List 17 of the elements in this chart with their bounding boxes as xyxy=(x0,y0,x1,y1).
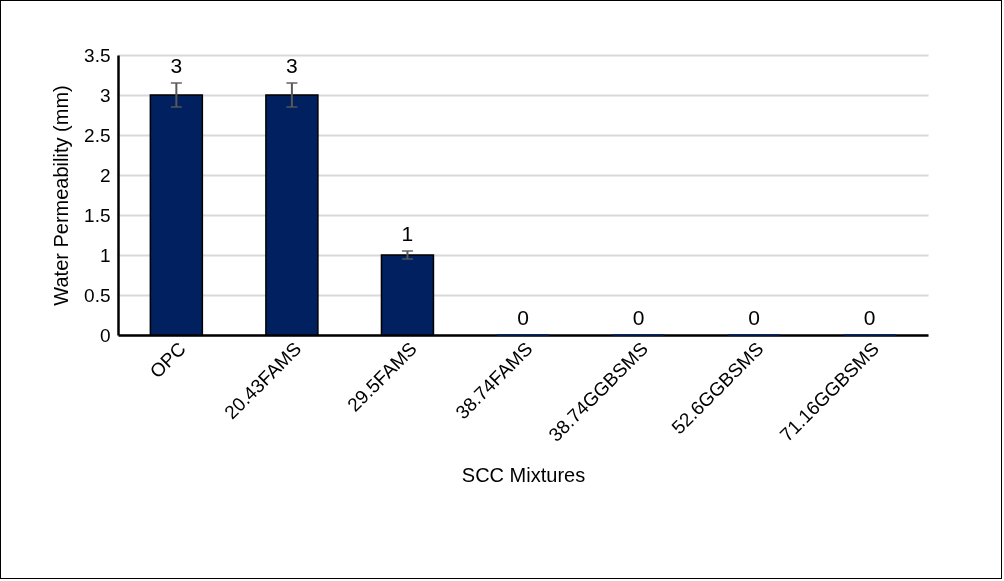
x-axis-title: SCC Mixtures xyxy=(461,463,586,486)
data-label: 0 xyxy=(517,306,529,329)
y-tick-label: 0 xyxy=(99,324,111,346)
y-tick-label: 1 xyxy=(99,244,111,266)
data-label: 0 xyxy=(748,306,760,329)
y-tick-label: 2.5 xyxy=(84,124,111,146)
data-label: 3 xyxy=(286,54,298,77)
data-label: 0 xyxy=(863,306,876,329)
y-tick-label: 1.5 xyxy=(84,204,111,226)
y-tick-label: 3.5 xyxy=(84,44,111,66)
y-tick-label: 0.5 xyxy=(84,284,111,306)
data-label: 0 xyxy=(632,306,645,329)
data-label: 1 xyxy=(401,222,414,245)
y-axis-title: Water Permeability (mm) xyxy=(50,85,73,306)
y-tick-label: 2 xyxy=(99,164,111,186)
y-tick-label: 3 xyxy=(99,84,111,106)
data-label: 3 xyxy=(170,54,183,77)
